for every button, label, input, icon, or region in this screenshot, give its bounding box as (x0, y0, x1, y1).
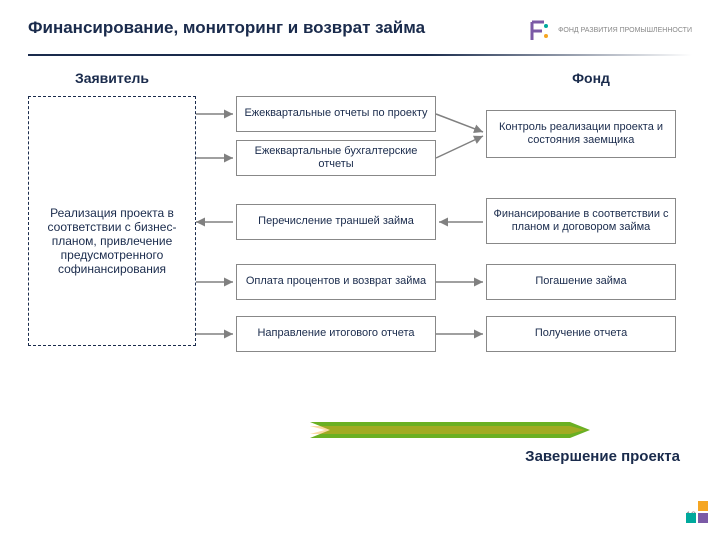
logo-text: ФОНД РАЗВИТИЯ ПРОМЫШЛЕННОСТИ (558, 27, 692, 35)
logo: ФОНД РАЗВИТИЯ ПРОМЫШЛЕННОСТИ (526, 18, 692, 44)
logo-icon (526, 18, 552, 44)
completion-label: Завершение проекта (525, 448, 680, 465)
column-header-applicant: Заявитель (28, 70, 196, 86)
page-title: Финансирование, мониторинг и возврат зай… (28, 18, 425, 38)
applicant-box: Реализация проекта в соответствии с бизн… (28, 96, 196, 346)
right-box-3: Получение отчета (486, 316, 676, 352)
mid-box-2: Перечисление траншей займа (236, 204, 436, 240)
mid-box-4: Направление итогового отчета (236, 316, 436, 352)
right-box-2: Погашение займа (486, 264, 676, 300)
right-box-1: Финансирование в соответствии с планом и… (486, 198, 676, 244)
mid-box-1: Ежеквартальные бухгалтерские отчеты (236, 140, 436, 176)
mid-box-0: Ежеквартальные отчеты по проекту (236, 96, 436, 132)
column-header-fund: Фонд (496, 70, 686, 86)
mid-box-3: Оплата процентов и возврат займа (236, 264, 436, 300)
completion-arrow-icon (310, 420, 590, 440)
right-box-0: Контроль реализации проекта и состояния … (486, 110, 676, 158)
corner-decoration-icon (684, 501, 710, 532)
